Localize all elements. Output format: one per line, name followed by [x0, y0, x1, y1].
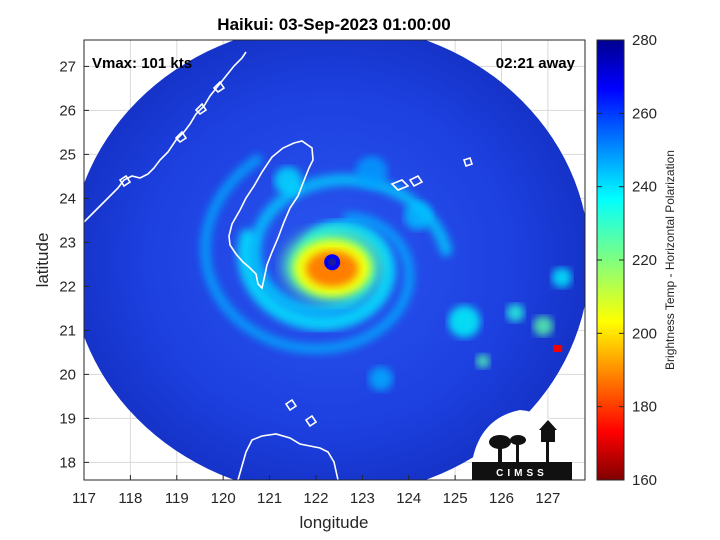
rainband-3	[200, 154, 415, 354]
cloud-cluster-9	[368, 366, 393, 391]
x-tick-label: 121	[257, 490, 282, 507]
x-tick-label: 127	[535, 490, 560, 507]
colorbar: 160 180 200 220 240 260 280 Brightness Temp - …	[596, 32, 677, 489]
x-tick-label: 118	[118, 490, 142, 507]
coastline-taiwan	[228, 140, 314, 290]
colorbar-tick-label: 240	[632, 179, 657, 196]
x-tick-label: 122	[303, 490, 328, 507]
rainband-1	[237, 219, 396, 331]
y-tick-label: 20	[59, 366, 76, 383]
vmax-annotation: Vmax: 101 kts	[92, 55, 192, 72]
x-axis: 117 118 119 120 121 122 123 124 125 126 127	[72, 475, 560, 507]
colorbar-label: Brightness Temp - Horizontal Polarizatio…	[663, 150, 677, 370]
colorbar-tick-label: 260	[632, 105, 657, 122]
x-tick-label: 120	[211, 490, 236, 507]
x-axis-label: longitude	[299, 513, 368, 532]
colorbar-tick-label: 280	[632, 32, 657, 49]
cloud-cluster-6	[404, 202, 432, 230]
cimss-logo: CIMSS	[472, 410, 572, 480]
x-tick-label: 117	[72, 490, 96, 507]
colorbar-tick-label: 200	[632, 325, 657, 342]
coastline-ryukyu	[390, 91, 585, 191]
y-tick-label: 26	[59, 102, 76, 119]
y-tick-label: 27	[59, 58, 76, 75]
y-tick-label: 21	[59, 322, 76, 339]
cloud-cluster-2	[475, 354, 490, 369]
colorbar-ticks: 160 180 200 220 240 260 280	[597, 32, 657, 489]
y-axis-label: latitude	[33, 233, 52, 288]
time-away-annotation: 02:21 away	[496, 55, 576, 72]
coastlines	[84, 51, 585, 480]
y-tick-label: 19	[59, 410, 76, 427]
cloud-cluster-8	[274, 166, 303, 195]
colorbar-tick-label: 160	[632, 472, 657, 489]
coastline-batanes	[284, 398, 318, 428]
coastline-china-islands	[118, 80, 226, 188]
y-tick-label: 25	[59, 146, 76, 163]
eye-center	[328, 258, 337, 267]
x-tick-label: 124	[396, 490, 421, 507]
y-tick-label: 23	[59, 234, 76, 251]
y-tick-label: 24	[59, 190, 76, 207]
axes-frame	[83, 39, 586, 481]
y-axis: 18 19 20 21 22 23 24 25 26 27	[59, 58, 89, 471]
cloud-cluster-4	[533, 316, 554, 336]
cloud-cluster-5	[551, 267, 572, 288]
colorbar-tick-label: 220	[632, 252, 657, 269]
cloud-cluster-7	[355, 156, 388, 188]
cold-spot	[553, 345, 563, 352]
x-tick-label: 125	[443, 490, 468, 507]
colorbar-tick-label: 180	[632, 399, 657, 416]
brightness-temp-swath	[84, 40, 585, 480]
x-tick-label: 123	[350, 490, 375, 507]
x-tick-label: 119	[165, 490, 189, 507]
cloud-cluster-1	[448, 305, 481, 338]
cimss-logo-text: CIMSS	[496, 468, 548, 479]
coastline-luzon	[237, 433, 339, 480]
chart-title: Haikui: 03-Sep-2023 01:00:00	[217, 15, 450, 34]
y-tick-label: 18	[59, 454, 76, 471]
x-tick-label: 126	[489, 490, 514, 507]
y-tick-label: 22	[59, 278, 76, 295]
cloud-cluster-3	[506, 303, 525, 322]
